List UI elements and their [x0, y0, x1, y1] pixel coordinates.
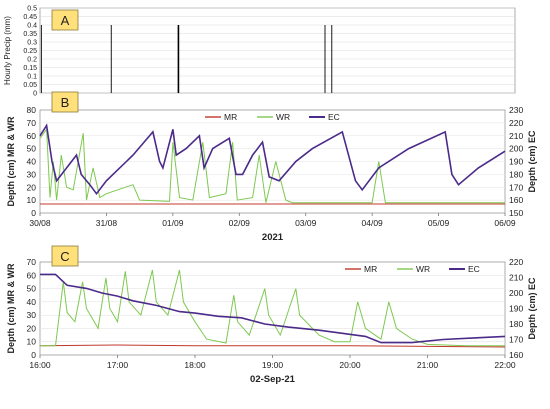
y-tick-label: 50 — [27, 284, 37, 294]
series-line-wr — [39, 127, 505, 204]
legend-label-ec: EC — [328, 112, 340, 122]
y-tick-label: 0.45 — [23, 14, 37, 21]
panel-label-c-letter: C — [60, 249, 69, 264]
y-tick-label: 0 — [33, 91, 37, 98]
panel-c: 0 10 20 30 40 50 60 70 160 170 180 190 200 210 220 16:0… — [6, 245, 537, 385]
x-tick-label: 06/09 — [494, 218, 516, 228]
y-axis-label: Depth (cm) MR & WR — [6, 263, 16, 353]
x-axis-label: 02-Sep-21 — [250, 374, 296, 385]
y2-tick-label: 160 — [509, 350, 523, 360]
series-line-mr — [39, 344, 506, 348]
y2-axis-label: Depth (cm) EC — [527, 130, 537, 193]
y-tick-label: 0.25 — [23, 48, 37, 55]
panel-label-a-box — [51, 9, 79, 31]
y-tick-label: 30 — [27, 169, 37, 179]
series-line-ec — [40, 273, 506, 344]
y-tick-label: 0.35 — [23, 31, 37, 38]
y2-tick-label: 210 — [509, 273, 523, 283]
y-tick-label: 0.3 — [27, 40, 37, 47]
panel-a: 0 0.050.1 0.150.2 0.250.3 0.350.4 0.450.5 Hour… — [3, 6, 516, 98]
legend-label-mr: MR — [364, 264, 377, 274]
x-tick-label: 31/08 — [96, 218, 118, 228]
y-tick-label: 40 — [27, 157, 37, 167]
y-tick-label: 10 — [27, 337, 37, 347]
x-tick-label: 05/09 — [428, 218, 450, 228]
y-tick-label: 20 — [27, 323, 37, 333]
x-tick-label: 30/08 — [29, 218, 51, 228]
x-tick-label: 18:00 — [184, 360, 206, 370]
legend-label-wr: WR — [276, 112, 290, 122]
y-tick-label: 40 — [27, 297, 37, 307]
x-tick-label: 19:00 — [262, 360, 284, 370]
panel-label-c-box — [51, 245, 79, 267]
y2-tick-label: 190 — [509, 304, 523, 314]
y2-tick-label: 220 — [509, 257, 523, 267]
y2-tick-label: 210 — [509, 131, 523, 141]
x-tick-label: 20:00 — [339, 360, 361, 370]
y-tick-label: 0 — [31, 350, 36, 360]
legend-label-mr: MR — [224, 112, 237, 122]
y-tick-label: 0.1 — [27, 74, 37, 81]
legend-label-wr: WR — [416, 264, 430, 274]
x-tick-label: 02/09 — [229, 218, 251, 228]
y2-tick-label: 170 — [509, 182, 523, 192]
y2-tick-label: 200 — [509, 288, 523, 298]
x-tick-label: 01/09 — [162, 218, 184, 228]
legend-label-ec: EC — [468, 264, 480, 274]
x-tick-label: 03/09 — [295, 218, 317, 228]
y2-tick-label: 180 — [509, 169, 523, 179]
x-tick-label: 16:00 — [29, 360, 51, 370]
y2-tick-label: 150 — [509, 208, 523, 218]
x-tick-label: 21:00 — [417, 360, 439, 370]
y2-tick-label: 180 — [509, 319, 523, 329]
y-axis-label: Hourly Precip (mm) — [3, 16, 12, 85]
y-tick-label: 30 — [27, 310, 37, 320]
y-tick-label: 60 — [27, 270, 37, 280]
plot-area — [39, 261, 506, 356]
y2-tick-label: 170 — [509, 335, 523, 345]
y2-tick-label: 230 — [509, 105, 523, 115]
panel-b: 0 10 20 30 40 50 60 70 80 150 160 170 180 190 200 210 22… — [6, 91, 537, 243]
y2-axis-label: Depth (cm) EC — [527, 277, 537, 340]
y-tick-label: 60 — [27, 131, 37, 141]
y-axis-label: Depth (cm) MR & WR — [6, 116, 16, 206]
y-tick-label: 20 — [27, 182, 37, 192]
y-tick-label: 0.2 — [27, 57, 37, 64]
y-tick-label: 0.5 — [27, 6, 37, 13]
series-line-wr — [40, 269, 505, 347]
y-tick-label: 0 — [31, 208, 36, 218]
panel-label-a-letter: A — [61, 13, 70, 28]
y-tick-label: 70 — [27, 118, 37, 128]
x-tick-label: 22:00 — [494, 360, 516, 370]
y2-tick-label: 190 — [509, 157, 523, 167]
y2-tick-label: 160 — [509, 195, 523, 205]
x-axis-label: 2021 — [262, 232, 284, 243]
y2-tick-label: 200 — [509, 144, 523, 154]
y-tick-label: 70 — [27, 257, 37, 267]
y-tick-label: 10 — [27, 195, 37, 205]
y-tick-label: 0.15 — [23, 65, 37, 72]
y-tick-label: 0.05 — [23, 82, 37, 89]
panel-label-b-letter: B — [61, 95, 70, 110]
y2-tick-label: 220 — [509, 118, 523, 128]
y-tick-label: 80 — [27, 105, 37, 115]
x-tick-label: 17:00 — [107, 360, 129, 370]
x-tick-label: 04/09 — [362, 218, 384, 228]
y-tick-label: 0.4 — [27, 23, 37, 30]
series-line-ec — [39, 123, 506, 196]
y-tick-label: 50 — [27, 144, 37, 154]
panel-label-b-box — [51, 91, 79, 113]
